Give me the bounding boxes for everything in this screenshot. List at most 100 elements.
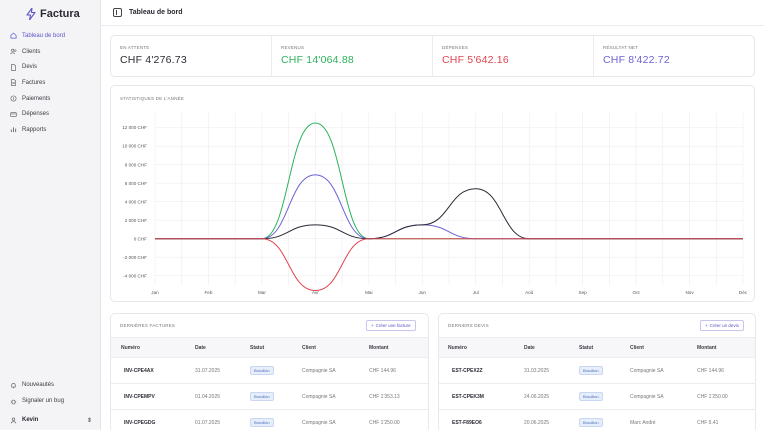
sidebar-item-news[interactable]: Nouveautés [6, 377, 96, 393]
x-tick-label: Mar [258, 290, 266, 295]
sidebar-item-label: Rapports [22, 126, 47, 133]
y-tick-label: -4 000 CHF [123, 273, 147, 278]
invoice-amount: CHF 1'353.13 [369, 394, 400, 400]
sidebar-item-report-bug[interactable]: Signaler un bug [6, 393, 96, 409]
user-menu[interactable]: Kevin ⇕ [6, 413, 92, 427]
status-badge: Brouillon [250, 366, 274, 375]
quotes-title: DERNIERS DEVIS [448, 323, 489, 328]
plus-icon: + [371, 323, 374, 328]
quote-client: Compagnie SA [630, 368, 664, 374]
quote-number[interactable]: EST-CPEK3M [452, 394, 484, 400]
x-tick-label: Feb [204, 290, 212, 295]
quote-number[interactable]: EST-CPEX2Z [452, 368, 483, 374]
column-header[interactable]: Montant [369, 345, 389, 351]
column-header[interactable]: Client [630, 345, 644, 351]
sidebar-item-label: Tableau de bord [22, 32, 66, 39]
brand-name: Factura [40, 8, 80, 20]
table-row[interactable]: INV-CPEMPV 01.04.2025 Brouillon Compagni… [111, 384, 428, 410]
user-name: Kevin [22, 417, 39, 423]
x-tick-label: Nov [685, 290, 694, 295]
sidebar-item-clients[interactable]: Clients [6, 44, 96, 60]
y-tick-label: -2 000 CHF [123, 255, 147, 260]
column-header[interactable]: Statut [250, 345, 265, 351]
brand[interactable]: Factura [26, 7, 80, 21]
invoice-amount: CHF 1'250.00 [369, 420, 400, 426]
stat-label: RÉSULTAT NET [603, 45, 639, 50]
stats-card: EN ATTENTE CHF 4'276.73 REVENUS CHF 14'0… [110, 35, 755, 77]
invoice-date: 01.04.2025 [195, 394, 221, 400]
create-quote-button[interactable]: + Créer un devis [700, 320, 744, 331]
y-tick-label: 8 000 CHF [125, 162, 147, 167]
sidebar-item-label: Clients [22, 48, 41, 55]
column-header[interactable]: Statut [579, 345, 594, 351]
quote-client: Compagnie SA [630, 394, 664, 400]
wallet-icon [10, 111, 17, 118]
stat-expenses: DÉPENSES CHF 5'642.16 [433, 36, 594, 76]
table-row[interactable]: EST-CPEX2Z 31.03.2025 Brouillon Compagni… [439, 358, 755, 384]
y-tick-label: 2 000 CHF [125, 218, 147, 223]
invoice-number[interactable]: INV-CPEMPV [124, 394, 155, 400]
column-header[interactable]: Numéro [121, 345, 140, 351]
home-icon [10, 32, 17, 39]
table-row[interactable]: EST-CPEK3M 24.06.2025 Brouillon Compagni… [439, 384, 755, 410]
stat-value: CHF 8'422.72 [603, 54, 670, 66]
table-row[interactable]: INV-CPE4AX 31.07.2025 Brouillon Compagni… [111, 358, 428, 384]
y-tick-label: 12 000 CHF [122, 125, 147, 130]
sidebar-item-label: Nouveautés [22, 382, 55, 388]
y-tick-label: 4 000 CHF [125, 199, 147, 204]
invoice-number[interactable]: INV-CPEGDG [124, 420, 156, 426]
sidebar-toggle-icon[interactable] [113, 8, 122, 17]
x-tick-label: Jun [419, 290, 427, 295]
status-badge: Brouillon [250, 392, 274, 401]
quotes-columns: Numéro Date Statut Client Montant [439, 338, 755, 358]
invoices-columns: Numéro Date Statut Client Montant [111, 338, 428, 358]
table-row[interactable]: EST-F89EO6 20.06.2025 Brouillon Marc And… [439, 410, 755, 430]
quote-date: 24.06.2025 [524, 394, 550, 400]
column-header[interactable]: Numéro [448, 345, 467, 351]
sidebar-item-dashboard[interactable]: Tableau de bord [6, 28, 96, 44]
x-tick-label: Jan [151, 290, 159, 295]
quote-date: 31.03.2025 [524, 368, 550, 374]
stat-net-result: RÉSULTAT NET CHF 8'422.72 [594, 36, 754, 76]
sidebar-item-quotes[interactable]: Devis [6, 59, 96, 75]
column-header[interactable]: Date [524, 345, 535, 351]
sidebar-item-reports[interactable]: Rapports [6, 122, 96, 138]
stat-value: CHF 14'064.88 [281, 54, 354, 66]
sidebar-item-label: Paiements [22, 95, 51, 102]
status-badge: Brouillon [579, 366, 603, 375]
sidebar-item-expenses[interactable]: Dépenses [6, 106, 96, 122]
sidebar-nav: Tableau de bord Clients Devis Factures P… [6, 28, 96, 138]
quote-amount: CHF 5.41 [697, 420, 719, 426]
invoices-title: DERNIÈRES FACTURES [120, 323, 176, 328]
quote-client: Marc André [630, 420, 656, 426]
y-tick-label: 6 000 CHF [125, 181, 147, 186]
quote-date: 20.06.2025 [524, 420, 550, 426]
sidebar-item-invoices[interactable]: Factures [6, 75, 96, 91]
quotes-header: DERNIERS DEVIS + Créer un devis [439, 314, 755, 338]
quote-number[interactable]: EST-F89EO6 [452, 420, 482, 426]
chart-card: STATISTIQUES DE L'ANNÉE 12 000 CHF 10 000… [110, 85, 755, 302]
bar-chart-icon [10, 126, 17, 133]
x-tick-label: Oct [633, 290, 641, 295]
stat-pending: EN ATTENTE CHF 4'276.73 [111, 36, 272, 76]
sidebar-item-payments[interactable]: Paiements [6, 91, 96, 107]
document-icon [10, 79, 17, 87]
create-invoice-button[interactable]: + Créer une facture [366, 320, 416, 331]
sidebar: Factura Tableau de bord Clients Devis Fa… [0, 0, 100, 430]
sidebar-bottom: Nouveautés Signaler un bug [6, 377, 96, 409]
sidebar-item-label: Signaler un bug [22, 398, 65, 404]
create-quote-label: Créer un devis [709, 323, 739, 328]
series-line [155, 238, 743, 292]
bell-icon [10, 382, 17, 389]
column-header[interactable]: Date [195, 345, 206, 351]
chart-title: STATISTIQUES DE L'ANNÉE [120, 96, 185, 101]
column-header[interactable]: Montant [697, 345, 717, 351]
invoice-number[interactable]: INV-CPE4AX [124, 368, 154, 374]
column-header[interactable]: Client [302, 345, 316, 351]
page-title: Tableau de bord [129, 9, 183, 16]
payment-icon [10, 95, 17, 102]
x-tick-label: Jul [473, 290, 479, 295]
table-row[interactable]: INV-CPEGDG 01.07.2025 Brouillon Compagni… [111, 410, 428, 430]
create-invoice-label: Créer une facture [375, 323, 411, 328]
invoice-client: Compagnie SA [302, 420, 336, 426]
